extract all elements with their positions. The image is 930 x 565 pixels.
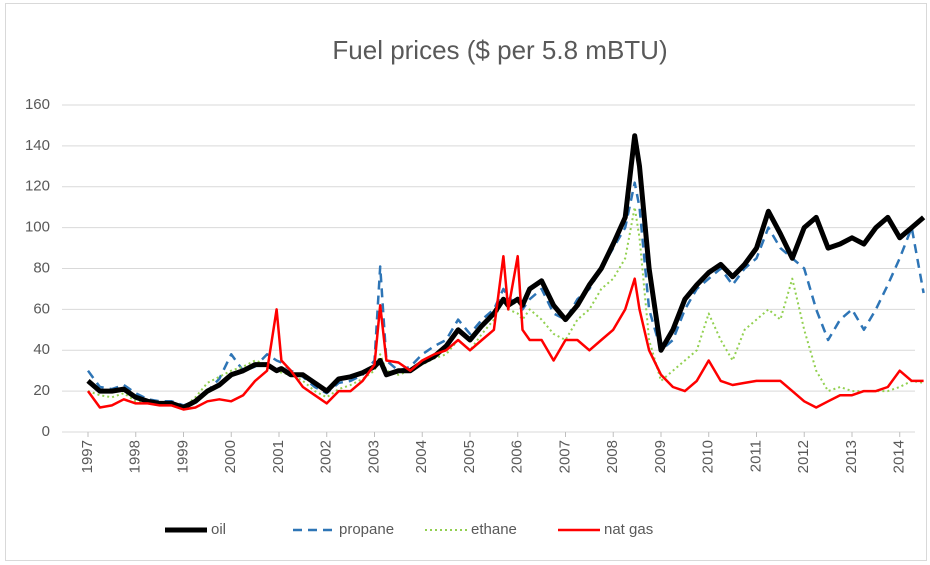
x-tick-label: 2002 [318,440,335,473]
x-tick-label: 2004 [413,440,430,473]
legend-label: propane [339,521,394,538]
chart-frame [5,3,927,561]
chart-title: Fuel prices ($ per 5.8 mBTU) [332,35,667,65]
legend-label: nat gas [604,521,653,538]
y-tick-label: 0 [42,423,50,440]
x-tick-label: 2011 [747,440,764,472]
x-tick-label: 2007 [556,440,573,473]
x-tick-label: 2000 [222,440,239,473]
x-tick-label: 2014 [891,440,908,473]
x-tick-label: 2006 [509,440,526,473]
x-tick-label: 2010 [700,440,717,473]
series-line [86,133,926,410]
x-tick-label: 1997 [79,440,96,473]
x-tick-label: 2009 [652,440,669,473]
x-tick-label: 2001 [270,440,287,473]
series-line [86,181,925,407]
legend-label: oil [211,521,226,538]
y-tick-label: 80 [33,259,50,276]
series-line [87,206,924,409]
x-tick-label: 2012 [795,440,812,473]
series-line [86,254,924,411]
y-tick-label: 120 [25,178,50,195]
y-tick-label: 140 [25,137,50,154]
x-tick-label: 1998 [127,440,144,473]
x-tick-label: 1999 [174,440,191,473]
x-tick-label: 2013 [843,440,860,473]
x-tick-label: 2005 [461,440,478,473]
y-tick-label: 160 [25,96,50,113]
x-tick-label: 2003 [365,440,382,473]
legend-label: ethane [471,521,517,538]
y-tick-label: 20 [33,382,50,399]
y-tick-label: 40 [33,341,50,358]
y-tick-label: 60 [33,300,50,317]
y-tick-label: 100 [25,219,50,236]
x-tick-label: 2008 [604,440,621,473]
